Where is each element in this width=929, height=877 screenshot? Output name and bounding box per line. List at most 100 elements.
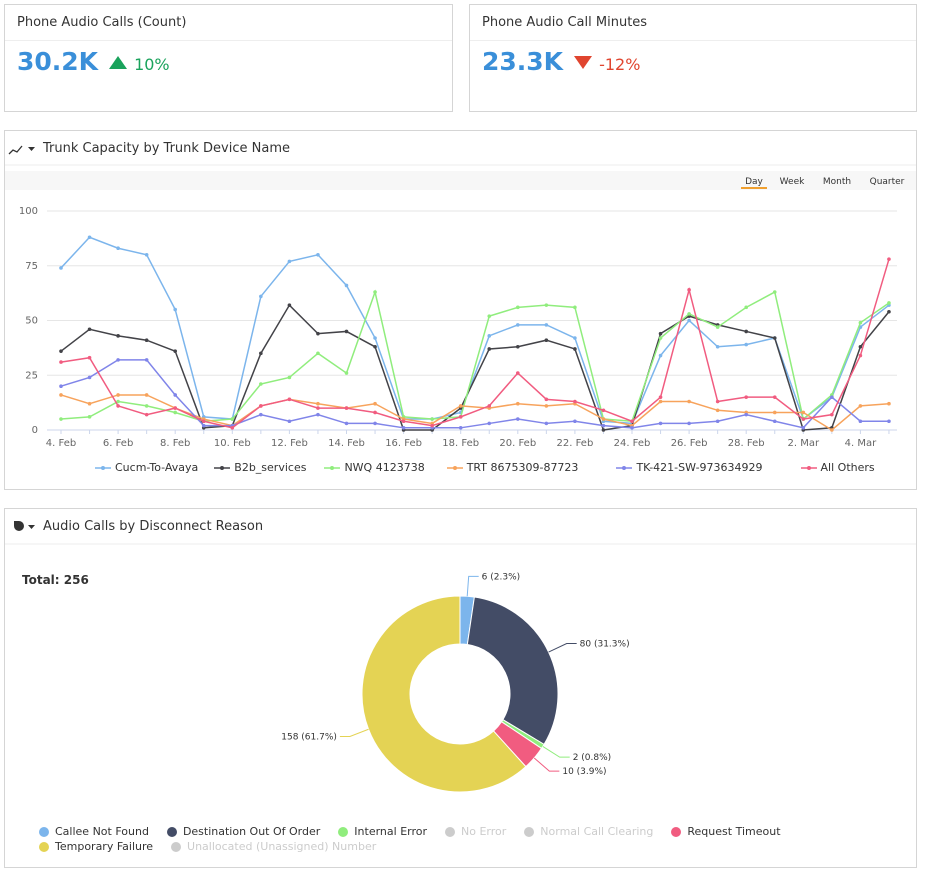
point xyxy=(715,325,720,329)
card-value-row: 23.3K -12% xyxy=(482,47,640,76)
legend-dot xyxy=(39,841,49,852)
slice xyxy=(361,595,527,793)
point xyxy=(487,421,492,426)
separator xyxy=(470,40,916,41)
point xyxy=(230,426,235,430)
legend-item[interactable]: Callee Not Found xyxy=(39,824,149,839)
point xyxy=(116,334,120,338)
range-button[interactable]: Week xyxy=(780,177,805,187)
point xyxy=(516,305,520,310)
slice xyxy=(466,596,559,746)
point xyxy=(287,397,292,402)
legend-item: TRT 8675309-87723 xyxy=(446,460,578,475)
legend-item[interactable]: Request Timeout xyxy=(671,824,781,839)
point xyxy=(173,349,177,353)
point xyxy=(830,395,834,399)
legend-item[interactable]: Destination Out Of Order xyxy=(166,824,320,839)
point xyxy=(287,375,292,380)
card-change: 10% xyxy=(134,55,170,74)
legend-item[interactable]: Internal Error xyxy=(338,824,427,839)
legend-item: NWQ 4123738 xyxy=(324,460,425,475)
card-title: Phone Audio Call Minutes xyxy=(482,15,648,30)
legend-item[interactable]: No Error xyxy=(445,824,506,839)
legend-item: All Others xyxy=(800,460,875,475)
point xyxy=(687,421,691,426)
x-tick-label: 20. Feb xyxy=(499,438,536,449)
point xyxy=(259,351,263,356)
point xyxy=(430,423,434,428)
pie-panel: Audio Calls by Disconnect Reason Total: … xyxy=(4,508,917,868)
point xyxy=(772,419,777,424)
point xyxy=(573,399,577,404)
point xyxy=(230,417,235,421)
point xyxy=(887,419,891,424)
point xyxy=(373,344,377,349)
point xyxy=(516,417,520,421)
point xyxy=(116,358,120,362)
legend-symbol xyxy=(338,826,349,837)
point xyxy=(744,395,748,399)
point xyxy=(259,382,263,386)
x-tick-label: 4. Mar xyxy=(845,438,877,449)
point xyxy=(715,399,720,404)
data-label: 10 (3.9%) xyxy=(562,767,606,777)
series-line xyxy=(60,236,890,425)
trend-triangle xyxy=(109,56,128,69)
range-button[interactable]: Month xyxy=(823,177,851,187)
y-tick-label: 75 xyxy=(25,261,38,272)
point xyxy=(830,428,834,432)
legend-item[interactable]: Unallocated (Unassigned) Number xyxy=(171,839,376,854)
point xyxy=(116,404,120,408)
point xyxy=(59,266,63,270)
x-tick-label: 14. Feb xyxy=(328,438,365,449)
point xyxy=(487,404,492,408)
point xyxy=(801,417,806,421)
legend-dot xyxy=(101,465,105,470)
point xyxy=(887,309,891,314)
legend-dot xyxy=(445,826,455,837)
point xyxy=(373,336,377,340)
point xyxy=(658,399,663,404)
point xyxy=(544,404,549,408)
legend-item[interactable]: Normal Call Clearing xyxy=(524,824,653,839)
y-tick-label: 0 xyxy=(32,425,38,436)
point xyxy=(344,421,349,426)
legend-symbol xyxy=(214,465,231,470)
point xyxy=(59,393,63,397)
card-change: -12% xyxy=(599,55,641,74)
point xyxy=(487,347,492,351)
point xyxy=(144,358,149,362)
point xyxy=(858,353,863,358)
point xyxy=(144,338,149,343)
point xyxy=(458,404,463,408)
point xyxy=(630,419,634,424)
legend-label: All Others xyxy=(820,461,875,474)
point xyxy=(544,338,549,343)
kpi-card: Phone Audio Calls (Count) 30.2K 10% xyxy=(4,4,453,112)
legend-label: TK-421-SW-973634929 xyxy=(636,461,763,474)
series-line xyxy=(60,303,890,431)
point xyxy=(744,305,748,310)
point xyxy=(801,426,806,430)
point xyxy=(858,344,863,349)
range-button[interactable]: Quarter xyxy=(870,177,905,187)
point xyxy=(87,235,92,240)
legend-item[interactable]: Temporary Failure xyxy=(39,839,153,854)
kpi-card: Phone Audio Call Minutes 23.3K -12% xyxy=(469,4,917,112)
legend-dot xyxy=(220,465,225,470)
x-tick-label: 10. Feb xyxy=(214,438,251,449)
dropdown-caret[interactable] xyxy=(28,147,35,151)
range-button[interactable]: Day xyxy=(745,177,763,187)
point xyxy=(601,417,606,421)
point xyxy=(316,351,320,356)
legend-dot xyxy=(171,841,182,852)
trend-arrow xyxy=(574,56,593,69)
point xyxy=(573,336,577,340)
point xyxy=(744,329,748,334)
point xyxy=(401,419,406,424)
dropdown-caret[interactable] xyxy=(28,525,35,529)
legend-label: Callee Not Found xyxy=(55,825,149,838)
line-icon xyxy=(8,145,23,155)
legend-symbol xyxy=(324,465,341,470)
